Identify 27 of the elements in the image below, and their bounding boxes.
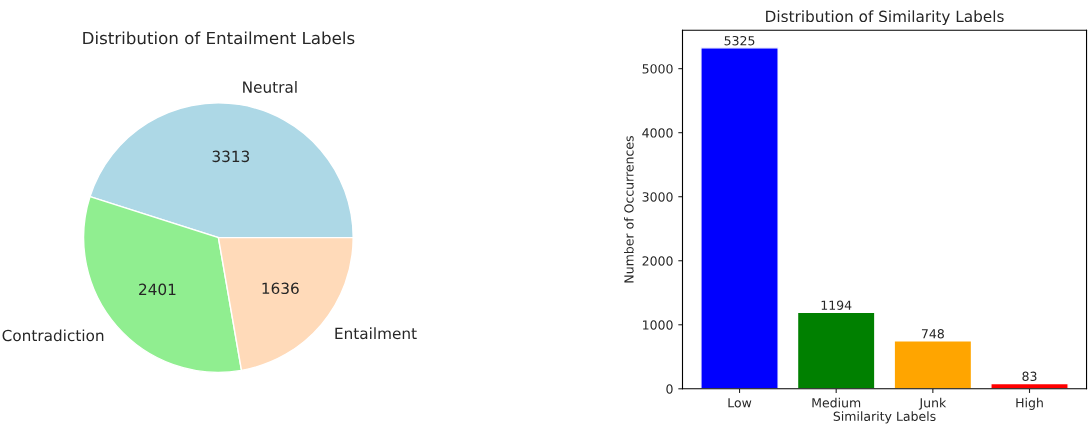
x-tick-label: High xyxy=(1016,397,1043,410)
x-axis-title: Similarity Labels xyxy=(833,411,936,424)
x-tick-label: Low xyxy=(728,398,752,408)
data-label: 748 xyxy=(921,329,944,339)
y-axis-title: Number of Occurrences xyxy=(624,136,634,283)
bar xyxy=(796,311,876,389)
y-tick-label: 1000 xyxy=(643,320,673,330)
data-label: 2401 xyxy=(139,283,176,296)
data-label: 1636 xyxy=(262,282,299,295)
x-tick-label: Medium xyxy=(812,397,861,408)
y-tick-label: 4000 xyxy=(642,128,673,138)
bar xyxy=(700,47,779,389)
chart-title: Distribution of Entailment Labels xyxy=(83,31,355,45)
slice-label: Entailment xyxy=(335,327,417,340)
y-tick-label: 2000 xyxy=(642,256,673,266)
y-tick-label: 5000 xyxy=(642,64,673,74)
slice-label: Contradiction xyxy=(2,329,104,342)
y-tick-label: 3000 xyxy=(642,192,673,202)
data-label: 5325 xyxy=(724,35,755,46)
data-label: 1194 xyxy=(821,300,852,310)
data-label: 3313 xyxy=(212,150,250,163)
bar xyxy=(893,340,973,389)
y-tick-label: 0 xyxy=(666,384,673,394)
chart-title: Distribution of Similarity Labels xyxy=(766,10,1004,26)
x-tick-label: Junk xyxy=(918,397,947,410)
slice-label: Neutral xyxy=(243,81,297,93)
data-label: 83 xyxy=(1022,371,1037,382)
